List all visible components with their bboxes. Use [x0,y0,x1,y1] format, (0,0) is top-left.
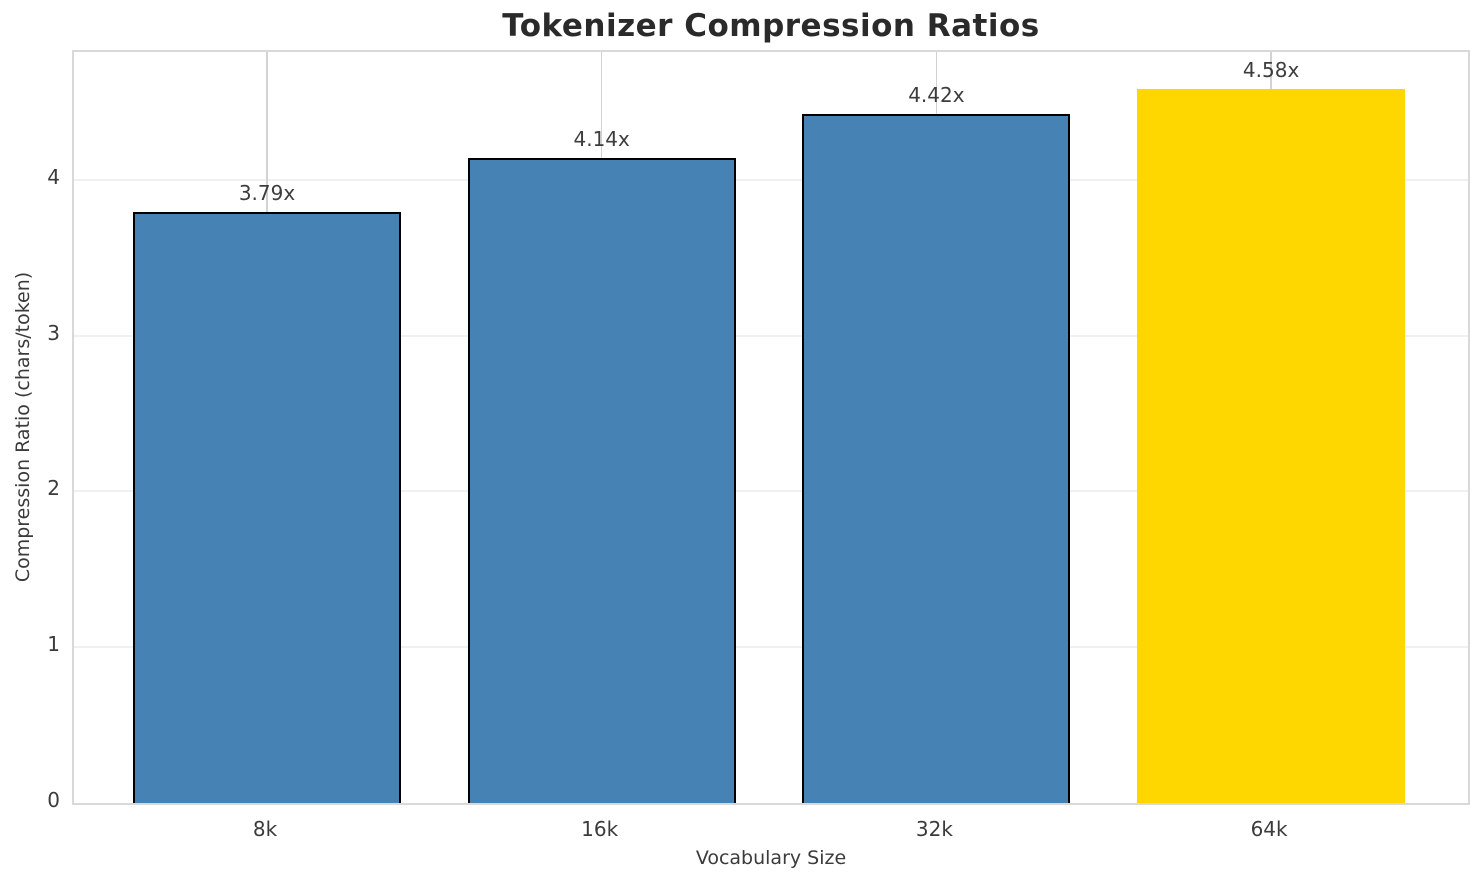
ytick-label-1: 1 [47,632,60,657]
y-axis-label: Compression Ratio (chars/token) [12,271,34,583]
ytick-label-4: 4 [47,164,60,189]
bar-value-label-64k: 4.58x [1242,58,1300,83]
h-gridline-4 [74,178,1468,181]
xtick-label-32k: 32k [915,817,953,841]
bar-16k [467,157,736,803]
bar-32k [802,114,1071,803]
xtick-label-64k: 64k [1250,817,1288,841]
bar-labels-layer: 3.79x 4.14x 4.42x 4.58x [74,52,1468,803]
ytick-label-3: 3 [47,320,60,345]
plot-area: 3.79x 4.14x 4.42x 4.58x [72,50,1470,805]
bar-value-label-32k: 4.42x [908,83,965,108]
x-axis-label: Vocabulary Size [695,847,847,869]
bar-8k [133,212,401,803]
bar-value-label-8k: 3.79x [238,181,296,206]
h-gridline-1 [74,646,1468,649]
chart-title: Tokenizer Compression Ratios [502,8,1040,44]
xtick-label-16k: 16k [581,817,619,841]
ytick-label-2: 2 [47,476,60,501]
xtick-label-8k: 8k [252,817,278,841]
h-gridline-3 [74,334,1468,337]
bar-64k [1137,89,1406,803]
bar-value-label-16k: 4.14x [573,126,630,151]
h-gridline-2 [74,490,1468,493]
bars-layer [74,52,1468,803]
ytick-label-0: 0 [47,788,60,812]
